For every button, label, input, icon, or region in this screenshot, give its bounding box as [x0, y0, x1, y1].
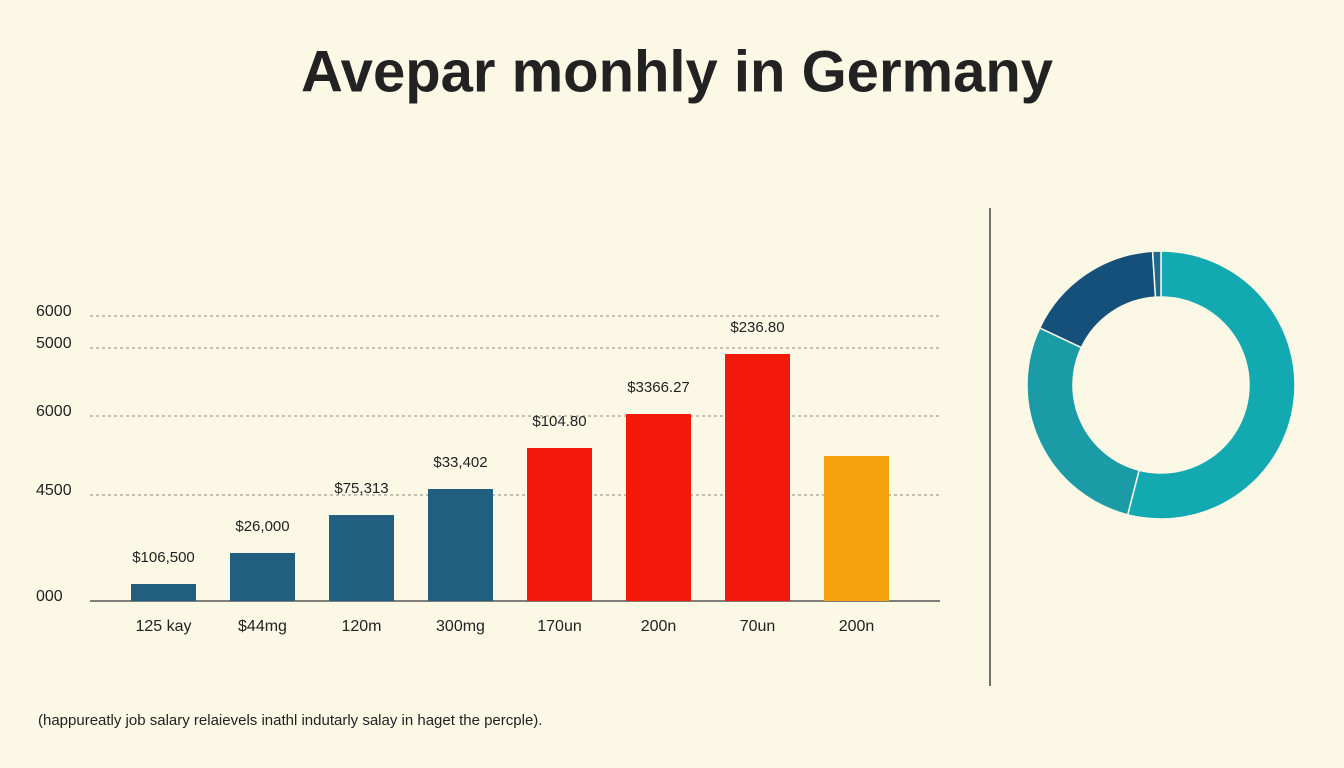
y-tick-label: 6000 — [36, 403, 72, 420]
bar — [428, 488, 493, 601]
y-tick-label: 6000 — [36, 303, 72, 320]
x-tick-label: $44mg — [238, 618, 287, 635]
y-tick-label: 000 — [36, 588, 63, 605]
annotation: $26,000 — [235, 518, 289, 535]
annotation: $236.80 — [730, 319, 784, 336]
caption: (happureatly job salary relaievels inath… — [38, 712, 542, 729]
bar — [725, 354, 790, 601]
bar — [329, 515, 394, 601]
x-tick-label: 200n — [641, 618, 677, 635]
x-tick-label: 200n — [839, 618, 875, 635]
x-tick-label: 300mg — [436, 618, 485, 635]
bar — [131, 583, 196, 601]
x-tick-label: 125 kay — [135, 618, 191, 635]
x-tick-label: 170un — [537, 618, 582, 635]
annotation: $106,500 — [132, 549, 195, 566]
x-tick-label: 70un — [740, 618, 776, 635]
bar — [626, 413, 691, 601]
annotation: $75,313 — [334, 480, 388, 497]
annotation: $3366.27 — [627, 379, 690, 396]
annotation: $104.80 — [532, 413, 586, 430]
bar — [824, 455, 889, 601]
bar — [527, 448, 592, 601]
y-tick-label: 5000 — [36, 335, 72, 352]
donut-segment — [1151, 250, 1162, 298]
donut-segment — [1026, 326, 1141, 516]
chart-title: Avepar monhly in Germany — [301, 39, 1053, 104]
y-tick-label: 4500 — [36, 482, 72, 499]
x-tick-label: 120m — [341, 618, 381, 635]
bar — [230, 552, 295, 601]
annotation: $33,402 — [433, 454, 487, 471]
donut-segment — [1126, 250, 1296, 520]
